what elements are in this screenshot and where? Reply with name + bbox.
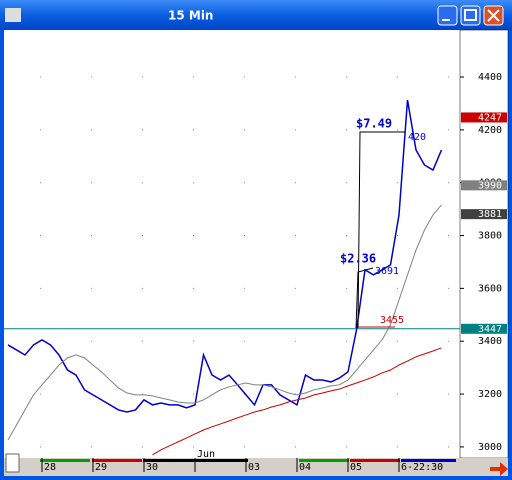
annotation: 3691: [375, 266, 399, 277]
window-title: 15 Min: [168, 9, 213, 23]
x-tick-label: 05: [350, 462, 362, 473]
price-marker: [461, 112, 507, 123]
maximize-button[interactable]: [460, 5, 481, 26]
price-marker-label: 3447: [478, 324, 502, 335]
annotation: $7.49: [356, 117, 392, 131]
session-strip: [350, 459, 400, 462]
x-tick-label: 29: [95, 462, 107, 473]
x-axis-panel: [4, 458, 508, 476]
price-marker: [461, 209, 507, 220]
annotation: 420: [408, 132, 426, 143]
x-tick-label: 04: [299, 462, 311, 473]
measure-line: [357, 131, 405, 329]
moving-average: [7, 204, 442, 441]
y-tick-label: 3400: [478, 336, 502, 347]
x-tick-label: 30: [146, 462, 158, 473]
y-tick-label: 3200: [478, 389, 502, 400]
maximize-glyph: [464, 9, 477, 21]
annotation: 3455: [380, 315, 404, 326]
scroll-box[interactable]: [5, 453, 20, 473]
annotation: $2.36: [340, 252, 376, 266]
session-strip: [92, 459, 142, 462]
y-tick-label: 3000: [478, 442, 502, 453]
close-glyph: [487, 9, 500, 22]
y-tick-label: 3800: [478, 231, 502, 242]
scroll-arrow[interactable]: [490, 462, 508, 476]
x-tick-label: 28: [44, 462, 56, 473]
session-strip: [299, 459, 349, 462]
y-tick-label: 3600: [478, 283, 502, 294]
moving-average: [152, 347, 442, 456]
x-tick-label: 6-22:30: [401, 462, 443, 473]
minimize-button[interactable]: [437, 5, 458, 26]
y-axis-panel: [459, 29, 509, 459]
title-bar: [0, 0, 512, 30]
x-tick-label: Jun: [197, 449, 215, 460]
price-marker-label: 4247: [478, 112, 502, 123]
y-tick-label: 4400: [478, 72, 502, 83]
measure-line: [355, 267, 374, 329]
app-icon: [5, 8, 21, 22]
price-marker-label: 3881: [478, 209, 502, 220]
plot: 30003200340036003800400042004400282930Ju…: [4, 72, 507, 473]
price-marker: [461, 180, 507, 191]
session-strip: [40, 459, 90, 462]
price-line: [7, 99, 443, 413]
x-tick-label: 03: [248, 462, 260, 473]
chart-area: [4, 30, 508, 476]
price-marker: [461, 323, 507, 334]
price-marker-label: 3990: [478, 180, 502, 191]
session-strip: [401, 459, 456, 462]
y-tick-label: 4200: [478, 125, 502, 136]
